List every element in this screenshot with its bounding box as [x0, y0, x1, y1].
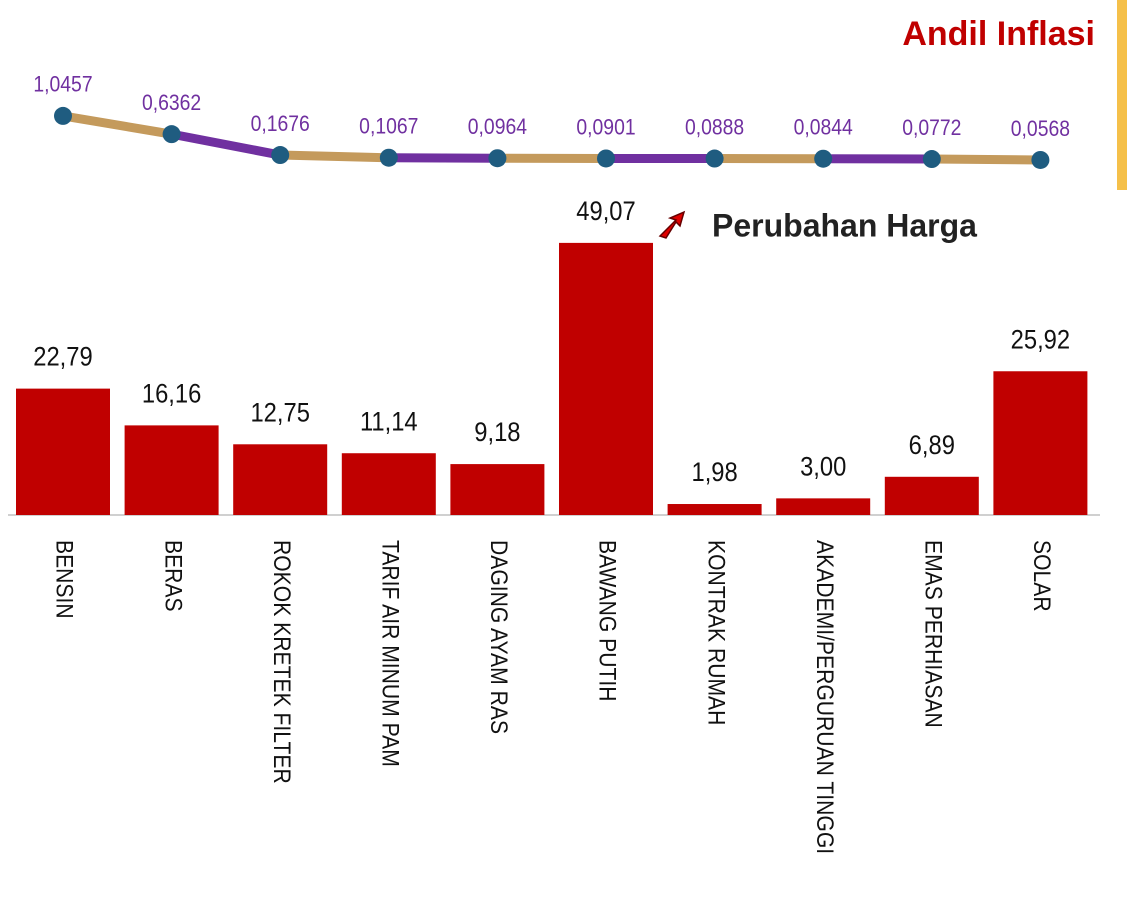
- line-marker: [814, 149, 833, 168]
- x-tick-label: KONTRAK RUMAH: [702, 540, 729, 725]
- line-marker: [162, 125, 181, 144]
- x-tick-label: BAWANG PUTIH: [594, 540, 621, 702]
- bar: [341, 453, 436, 515]
- arrow-icon: [658, 210, 686, 239]
- line-value-label: 1,0457: [33, 73, 92, 97]
- line-value-label: 0,0844: [794, 115, 853, 139]
- bar-value-label: 25,92: [1011, 325, 1070, 355]
- bar-value-label: 3,00: [800, 452, 846, 482]
- x-tick-label: SOLAR: [1028, 540, 1055, 612]
- bar: [233, 444, 328, 515]
- line-segment: [275, 150, 394, 163]
- line-marker: [705, 149, 724, 168]
- line-marker: [54, 106, 72, 125]
- line-segment: [927, 154, 1045, 165]
- bar-value-label: 16,16: [142, 379, 201, 409]
- line-marker: [379, 148, 398, 167]
- bar-value-label: 6,89: [909, 431, 955, 461]
- line-marker: [597, 149, 615, 168]
- line-segment: [58, 111, 177, 139]
- bar-value-label: 22,79: [33, 342, 92, 372]
- bar: [450, 464, 545, 515]
- x-tick-label: BERAS: [159, 540, 186, 612]
- line-marker: [922, 150, 941, 169]
- x-tick-label: EMAS PERHIASAN: [919, 540, 946, 728]
- side-accent: [1117, 0, 1127, 190]
- x-tick-label: BENSIN: [51, 540, 78, 619]
- line-value-label: 0,0568: [1011, 117, 1070, 141]
- bar-value-label: 12,75: [250, 398, 309, 428]
- bar: [776, 498, 871, 515]
- x-tick-label: AKADEMI/PERGURUAN TINGGI: [811, 540, 838, 854]
- bar: [884, 476, 979, 515]
- line-value-label: 0,1067: [359, 114, 418, 138]
- bar-value-label: 9,18: [474, 418, 520, 448]
- line-value-label: 0,0964: [468, 115, 527, 139]
- bar: [16, 388, 110, 515]
- x-tick-label: TARIF AIR MINUM PAM: [376, 540, 403, 767]
- line-marker: [1031, 150, 1050, 169]
- line-marker: [488, 149, 507, 168]
- line-series-title: Andil Inflasi: [902, 15, 1095, 53]
- line-value-label: 0,0888: [685, 115, 744, 139]
- bar: [559, 242, 653, 515]
- line-value-label: 0,1676: [251, 112, 310, 136]
- line-value-label: 0,0772: [902, 116, 961, 140]
- bar-series-title: Perubahan Harga: [712, 207, 977, 243]
- bar: [993, 371, 1088, 515]
- bar-value-label: 11,14: [360, 407, 418, 437]
- bar: [124, 425, 219, 515]
- line-segment: [167, 129, 285, 160]
- bar-value-label: 1,98: [691, 458, 737, 488]
- x-tick-label: DAGING AYAM RAS: [485, 540, 512, 734]
- x-tick-label: ROKOK KRETEK FILTER: [268, 540, 295, 784]
- line-value-label: 0,6362: [142, 91, 201, 115]
- bar-value-label: 49,07: [576, 197, 635, 227]
- line-value-label: 0,0901: [576, 115, 635, 139]
- bar: [667, 504, 762, 515]
- line-marker: [271, 146, 290, 165]
